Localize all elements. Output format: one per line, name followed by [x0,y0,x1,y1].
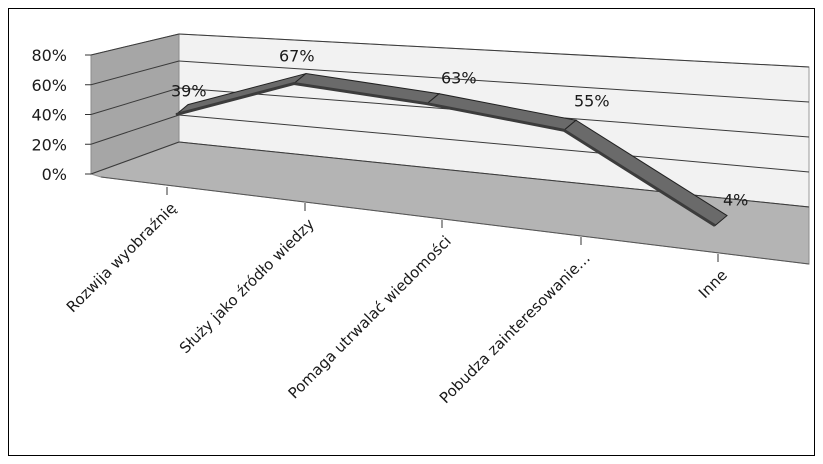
data-label: 4% [723,191,748,210]
gridline [178,33,810,68]
gridline-side [90,114,180,145]
category-label: Rozwija wyobraźnię [63,199,180,316]
gridline-side [90,33,180,56]
y-tick-label: 60% [31,76,67,95]
gridline [178,114,810,173]
category-label: Służy jako źródło wiedzy [176,215,318,357]
y-tick-label: 0% [42,165,67,184]
series-line [175,82,716,227]
data-label: 39% [171,82,207,101]
x-axis-line [100,176,810,265]
data-label: 55% [574,91,610,110]
gridline [178,141,810,208]
category-label: Pobudza zainteresowanie… [436,249,594,407]
category-label: Pomaga utrwalać wiedomości [285,232,455,402]
chart-frame: 0% 20% 40% 60% 80% 39% 67% 63% 55% 4% Rozwija wyob… [8,8,815,456]
gridline [178,60,810,103]
gridline-side [90,141,180,175]
category-label: Inne [695,266,731,302]
gridline-side [90,87,180,115]
line-chart-3d: 0% 20% 40% 60% 80% 39% 67% 63% 55% 4% Rozwija wyob… [31,33,810,407]
y-tick-label: 40% [31,106,67,125]
y-tick-label: 20% [31,135,67,154]
gridline-side [90,60,180,86]
data-label: 63% [441,69,477,88]
data-label: 67% [279,47,315,66]
y-tick-label: 80% [31,46,67,65]
